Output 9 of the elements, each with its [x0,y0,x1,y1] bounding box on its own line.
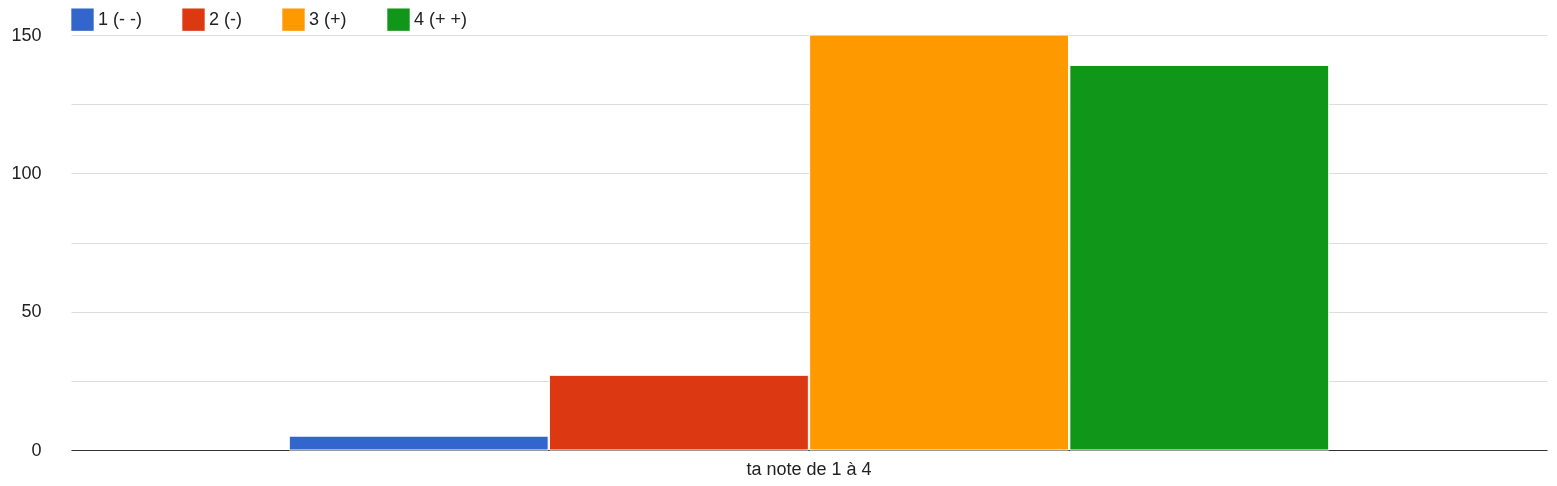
legend-label: 3 (+) [309,8,347,29]
legend-label: 2 (-) [209,8,242,29]
legend-label: 1 (- -) [98,8,142,29]
y-tick-label: 50 [21,301,42,322]
legend-label: 4 (+ +) [414,8,468,29]
x-tick-label: ta note de 1 à 4 [746,458,872,479]
y-tick-label: 100 [11,162,42,183]
y-tick-label: 150 [11,24,42,45]
y-tick-label: 0 [31,439,42,460]
